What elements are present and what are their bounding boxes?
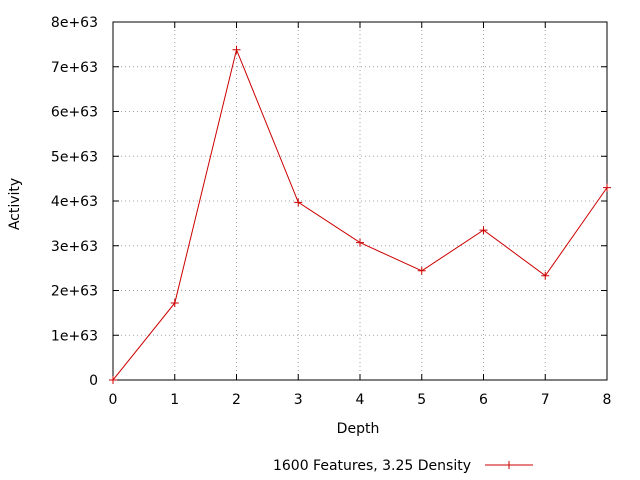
- x-tick-label: 7: [541, 392, 550, 408]
- x-tick-label: 4: [356, 392, 365, 408]
- plot-frame: [112, 21, 608, 381]
- data-point-marker: [170, 299, 179, 308]
- x-tick-label: 2: [232, 392, 241, 408]
- x-tick-label: 8: [603, 392, 612, 408]
- y-tick-label: 2e+63: [51, 284, 98, 300]
- y-tick-label: 8e+63: [51, 15, 98, 31]
- data-point-marker: [541, 271, 550, 280]
- data-point-marker: [294, 198, 303, 207]
- data-point-marker: [356, 238, 364, 247]
- data-point-marker: [232, 45, 241, 54]
- x-tick-label: 0: [109, 392, 118, 408]
- grid: [113, 22, 607, 380]
- data-point-marker: [479, 226, 488, 235]
- y-tick-label: 7e+63: [51, 60, 98, 76]
- data-point-marker: [417, 266, 426, 275]
- y-axis-label: Activity: [7, 178, 23, 230]
- tick-labels: 0 1 2 3 4 5 6 7 8 0 1e+63 2e+63 3e+63 4e+63 5e+63 6e+63…: [51, 15, 612, 408]
- y-tick-label: 1e+63: [51, 328, 98, 344]
- x-tick-label: 6: [479, 392, 488, 408]
- data-point-marker: [603, 183, 611, 192]
- y-tick-label: 3e+63: [51, 239, 98, 255]
- data-point-marker: [109, 376, 117, 384]
- x-tick-label: 3: [294, 392, 303, 408]
- x-axis-label: Depth: [337, 421, 380, 437]
- legend-label: 1600 Features, 3.25 Density: [273, 458, 471, 474]
- y-tick-label: 5e+63: [51, 149, 98, 165]
- legend: 1600 Features, 3.25 Density: [273, 458, 533, 474]
- legend-marker-sample: [505, 461, 513, 469]
- x-tick-label: 1: [170, 392, 179, 408]
- y-tick-label: 0: [89, 373, 98, 389]
- y-tick-label: 4e+63: [51, 194, 98, 210]
- x-tick-label: 5: [417, 392, 426, 408]
- series-layer: [109, 45, 611, 384]
- y-tick-label: 6e+63: [51, 105, 98, 121]
